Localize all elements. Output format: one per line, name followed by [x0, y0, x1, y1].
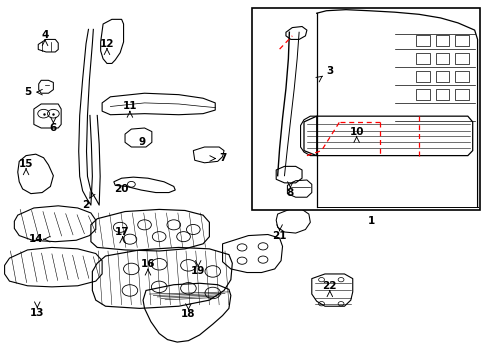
Bar: [251, 8, 479, 211]
Bar: [435, 35, 448, 46]
Text: 16: 16: [141, 259, 155, 269]
Text: 4: 4: [41, 30, 49, 40]
Text: 10: 10: [349, 127, 363, 136]
Bar: [435, 53, 448, 64]
Text: 19: 19: [191, 266, 205, 276]
Text: 22: 22: [322, 281, 336, 291]
Text: 6: 6: [50, 123, 57, 133]
Text: 2: 2: [82, 200, 89, 210]
Text: 7: 7: [219, 153, 226, 163]
Text: 21: 21: [272, 231, 286, 240]
Text: 20: 20: [114, 184, 129, 194]
Bar: [415, 35, 429, 46]
Bar: [454, 53, 468, 64]
Bar: [435, 89, 448, 100]
Text: 17: 17: [115, 227, 130, 237]
Bar: [454, 35, 468, 46]
Text: 12: 12: [100, 39, 114, 49]
Text: 18: 18: [181, 310, 195, 319]
Text: 11: 11: [122, 102, 137, 112]
Text: 1: 1: [367, 216, 374, 226]
Text: 3: 3: [325, 66, 333, 76]
Text: 8: 8: [286, 188, 293, 198]
Text: 14: 14: [28, 234, 43, 244]
Bar: [415, 89, 429, 100]
Text: 5: 5: [24, 87, 31, 97]
Bar: [415, 53, 429, 64]
Text: 9: 9: [138, 138, 145, 147]
Text: 13: 13: [30, 308, 44, 318]
Bar: [454, 89, 468, 100]
Bar: [454, 71, 468, 82]
Text: 15: 15: [19, 159, 33, 169]
Bar: [415, 71, 429, 82]
Bar: [435, 71, 448, 82]
